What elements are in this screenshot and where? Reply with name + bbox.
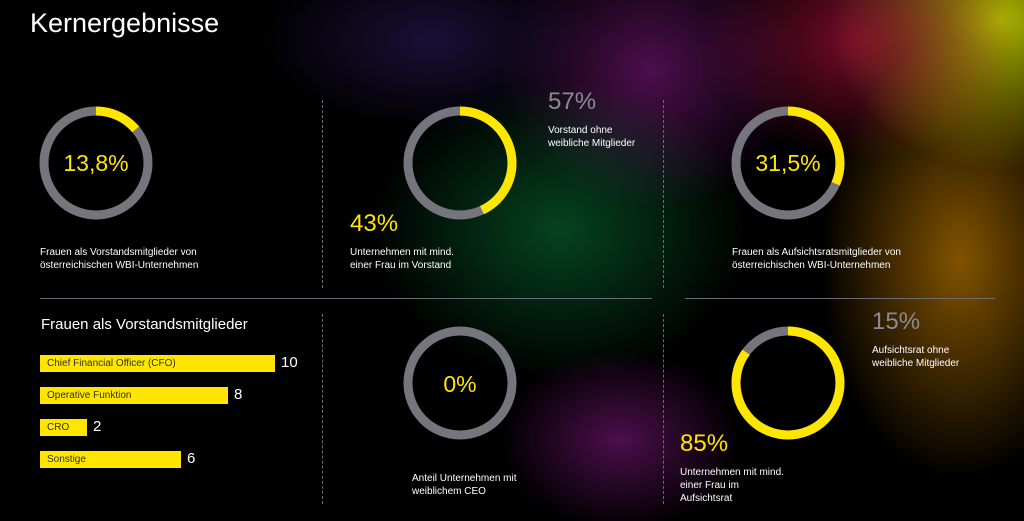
caption-vorstand-frauen: Frauen als Vorstandsmitglieder von öster… [40, 247, 199, 271]
value-vorstand-ohne-frauen: 57% [548, 88, 597, 115]
value-aufsichtsrat-ohne-frauen: 15% [872, 308, 921, 335]
row-divider-right [685, 298, 995, 299]
page-title: Kernergebnisse [30, 8, 220, 38]
bar-value: 10 [281, 354, 298, 371]
value-unternehmen-mit-frau-aufsichtsrat: 85% [680, 430, 729, 457]
caption-aufsichtsrat-frauen: Frauen als Aufsichtsratsmitglieder von ö… [732, 247, 901, 271]
bar-value: 8 [234, 386, 243, 403]
donut-segment-mit-frau [731, 326, 845, 440]
donut-center-value: 31,5% [755, 150, 820, 176]
donut-unternehmen-aufsichtsrat [731, 326, 845, 440]
bar-0: Chief Financial Officer (CFO) [40, 355, 275, 372]
donut-ceo: 0% [403, 326, 517, 440]
caption-ceo: Anteil Unternehmen mit weiblichem CEO [412, 473, 517, 497]
bar-value: 6 [187, 450, 196, 467]
donut-segment-mit-frau [403, 106, 517, 220]
donut-aufsichtsrat-frauen: 31,5% [731, 106, 845, 220]
bar-2: CRO [40, 419, 87, 436]
donut-vorstand-frauen: 13,8% [39, 106, 153, 220]
value-unternehmen-mit-frau-vorstand: 43% [350, 210, 399, 237]
caption-unternehmen-mit-frau-aufsichtsrat: Unternehmen mit mind. einer Frau im Aufs… [680, 467, 784, 504]
column-divider-top-left [322, 100, 323, 288]
donut-center-value: 13,8% [63, 150, 128, 176]
bar-label: Operative Funktion [47, 390, 132, 401]
caption-aufsichtsrat-ohne-frauen: Aufsichtsrat ohne weibliche Mitglieder [872, 345, 960, 369]
row-divider-left [40, 298, 652, 299]
bar-label: Sonstige [47, 454, 86, 465]
bar-value: 2 [93, 418, 102, 435]
column-divider-top-right [663, 100, 664, 288]
column-divider-bottom-right [663, 314, 664, 504]
donut-segment-frauen [731, 106, 845, 220]
bar-chart-title: Frauen als Vorstandsmitglieder [41, 316, 248, 333]
bar-label: CRO [47, 422, 70, 433]
donut-unternehmen-vorstand [403, 106, 517, 220]
donut-center-value: 0% [443, 371, 476, 397]
caption-unternehmen-mit-frau-vorstand: Unternehmen mit mind. einer Frau im Vors… [350, 247, 454, 271]
bar-3: Sonstige [40, 451, 181, 468]
bar-1: Operative Funktion [40, 387, 228, 404]
donut-track [403, 326, 517, 440]
bar-label: Chief Financial Officer (CFO) [47, 358, 176, 369]
donut-segment-frauen [39, 106, 153, 220]
column-divider-bottom-left [322, 314, 323, 504]
caption-vorstand-ohne-frauen: Vorstand ohne weibliche Mitglieder [548, 125, 636, 149]
